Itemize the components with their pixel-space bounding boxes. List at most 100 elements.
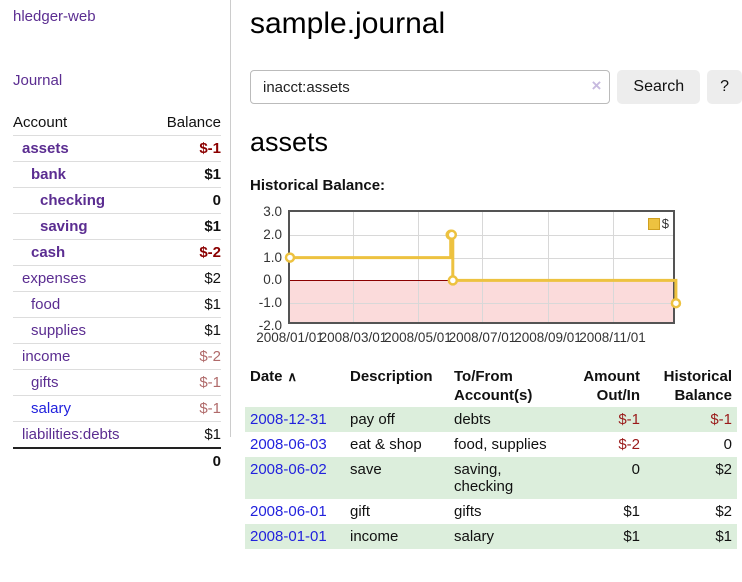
account-row: expenses $2 (13, 265, 221, 291)
brand-link[interactable]: hledger-web (13, 8, 96, 25)
account-balance: $1 (204, 296, 221, 313)
search-button[interactable]: Search (617, 70, 701, 104)
sidebar-account-income[interactable]: income (22, 348, 71, 365)
sidebar-account-supplies[interactable]: supplies (31, 322, 87, 339)
data-point-marker (447, 275, 459, 286)
gridline (417, 212, 419, 322)
account-column-header: Account (13, 114, 68, 131)
transaction-date-cell: 2008-06-02 (245, 457, 345, 499)
y-axis-label: -1.0 (258, 295, 282, 311)
sidebar-account-cash[interactable]: cash (31, 244, 66, 261)
sidebar-item-journal[interactable]: Journal (13, 72, 63, 89)
transaction-accounts: salary (449, 524, 569, 549)
data-point-marker (446, 229, 458, 241)
account-row: saving $1 (13, 213, 221, 239)
sidebar-account-gifts[interactable]: gifts (31, 374, 59, 391)
transaction-amount: $1 (569, 524, 645, 549)
amount-header-line2: Out/In (596, 387, 640, 404)
balance-header-line1: Historical (663, 368, 732, 385)
gridline (353, 212, 355, 322)
sidebar-account-expenses[interactable]: expenses (22, 270, 87, 287)
sort-ascending-icon: ∧ (287, 369, 298, 384)
account-row: supplies $1 (13, 317, 221, 343)
transaction-date-cell: 2008-12-31 (245, 407, 345, 432)
transaction-date-link[interactable]: 2008-06-01 (250, 503, 327, 520)
account-rows: assets $-1 bank $1 checking 0 saving $1 cash $-2 e… (13, 135, 221, 447)
column-header-amount[interactable]: Amount Out/In (569, 364, 645, 407)
y-axis-label: 0.0 (263, 272, 282, 288)
column-header-date[interactable]: Date ∧ (245, 364, 345, 407)
transaction-amount: $-2 (618, 436, 640, 453)
data-point-marker (284, 252, 296, 263)
transaction-accounts: saving, checking (449, 457, 569, 499)
accounts-header-line1: To/From (454, 368, 513, 385)
search-form: × Search ? (250, 70, 742, 104)
transaction-balance: 0 (723, 436, 732, 453)
balance-header-line2: Balance (674, 387, 732, 404)
register-row: 2008-01-01 income salary $1 $1 (245, 524, 737, 549)
x-axis-label: 2008/01/01 (256, 330, 324, 345)
account-balance-table: Account Balance assets $-1 bank $1 checking 0… (13, 110, 221, 474)
help-button[interactable]: ? (707, 70, 742, 104)
account-balance: $1 (204, 166, 221, 183)
chart-title: Historical Balance: (250, 177, 386, 194)
register-row: 2008-06-02 save saving, checking 0 $2 (245, 457, 737, 499)
transaction-description: save (345, 457, 449, 499)
balance-column-header: Balance (166, 114, 221, 131)
sidebar-account-food[interactable]: food (31, 296, 61, 313)
search-input[interactable] (250, 70, 611, 104)
transaction-description: gift (350, 503, 371, 520)
transaction-date-link[interactable]: 2008-06-03 (250, 436, 327, 453)
data-point-marker (670, 297, 682, 309)
sidebar-account-checking[interactable]: checking (40, 192, 106, 209)
account-row: food $1 (13, 291, 221, 317)
transaction-balance: $-1 (645, 407, 737, 432)
balance-series-line (284, 229, 682, 309)
legend-swatch-icon (647, 217, 660, 230)
transaction-balance: $1 (645, 524, 737, 549)
transaction-amount: 0 (569, 457, 645, 499)
historical-balance-chart: 3.0 2.0 1.0 0.0 -1.0 -2.0 $ 2008/01/01 2008/03… (250, 202, 742, 350)
total-balance: 0 (212, 453, 221, 470)
transaction-amount: $-1 (569, 407, 645, 432)
transaction-date-link[interactable]: 2008-01-01 (250, 528, 327, 545)
x-axis-label: 2008/09/01 (514, 330, 582, 345)
account-balance: $1 (204, 322, 221, 339)
register-row: 2008-06-03 eat & shop food, supplies $-2 0 (245, 432, 737, 457)
account-row: checking 0 (13, 187, 221, 213)
sidebar-account-liabilities-debts[interactable]: liabilities:debts (22, 426, 120, 443)
transaction-accounts: debts (449, 407, 569, 432)
transaction-date-link[interactable]: 2008-06-02 (250, 461, 327, 478)
sidebar-account-bank[interactable]: bank (31, 166, 67, 183)
account-balance: 0 (212, 192, 221, 209)
gridline (612, 212, 614, 322)
chart-legend: $ (647, 216, 669, 231)
account-row: bank $1 (13, 161, 221, 187)
transaction-date-cell: 2008-06-03 (245, 432, 345, 457)
account-table-header: Account Balance (13, 110, 221, 135)
account-row: salary $-1 (13, 395, 221, 421)
sidebar-account-salary[interactable]: salary (31, 400, 72, 417)
transaction-date-link[interactable]: 2008-12-31 (250, 411, 327, 428)
sidebar-account-saving[interactable]: saving (40, 218, 88, 235)
column-header-balance[interactable]: Historical Balance (645, 364, 737, 407)
register-row: 2008-12-31 pay off debts $-1 $-1 (245, 407, 737, 432)
register-row: 2008-06-01 gift gifts $1 $2 (245, 499, 737, 524)
transaction-amount: $1 (623, 503, 640, 520)
column-header-description[interactable]: Description (345, 364, 449, 407)
amount-header-line1: Amount (583, 368, 640, 385)
transaction-balance: $2 (715, 503, 732, 520)
transaction-description: income (345, 524, 449, 549)
x-axis-label: 2008/05/01 (384, 330, 452, 345)
column-header-accounts[interactable]: To/From Account(s) (449, 364, 569, 407)
x-axis-label: 2008/03/01 (319, 330, 388, 345)
total-row: 0 (13, 447, 221, 474)
account-balance: $1 (204, 218, 221, 235)
gridline (548, 212, 549, 322)
clear-icon[interactable]: × (591, 76, 602, 95)
y-axis-label: 3.0 (263, 204, 282, 219)
gridline (290, 303, 673, 305)
account-balance: $-1 (199, 374, 221, 391)
account-heading: assets (250, 127, 329, 157)
sidebar-account-assets[interactable]: assets (22, 140, 69, 157)
